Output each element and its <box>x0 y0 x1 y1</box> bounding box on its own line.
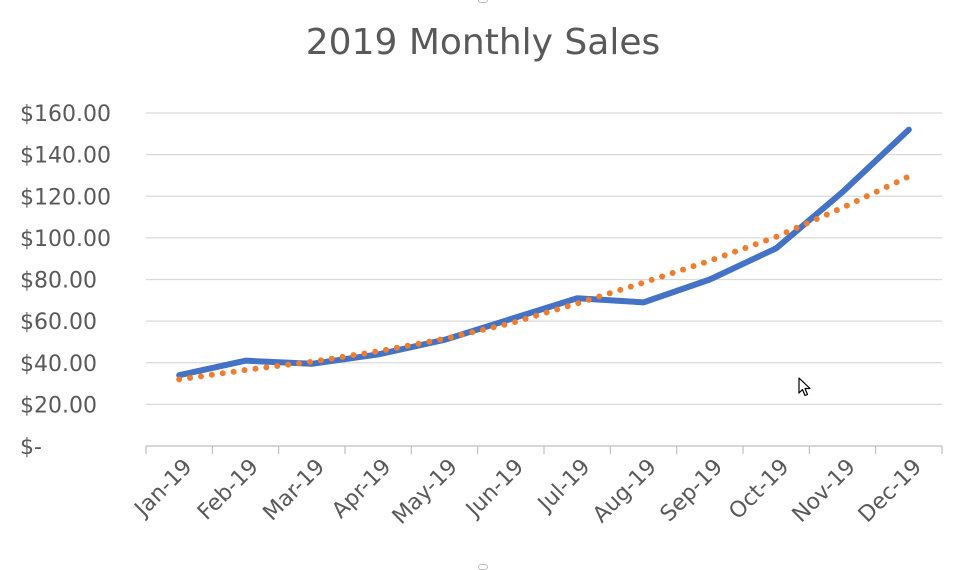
y-tick-label: $120.00 <box>20 185 111 210</box>
x-tick-label: Dec-19 <box>854 455 927 528</box>
y-tick-label: $100.00 <box>20 227 111 252</box>
selection-handle-bottom[interactable] <box>478 564 488 570</box>
x-tick-label: Sep-19 <box>656 455 728 527</box>
series-lines <box>176 126 912 383</box>
x-tick-label: Apr-19 <box>327 455 396 524</box>
x-tick-label: May-19 <box>388 455 463 530</box>
mouse-pointer-icon <box>798 377 811 397</box>
x-tick-label: Jan-19 <box>129 455 197 523</box>
x-tick-label: Feb-19 <box>193 455 264 526</box>
y-axis-tick-labels: $- $20.00 $40.00 $60.00 $80.00 $100.00 $120.00… <box>20 102 111 460</box>
trendline-series <box>176 173 912 383</box>
y-tick-label: $- <box>20 435 42 460</box>
y-tick-label: $60.00 <box>20 310 97 335</box>
x-tick-label: Jun-19 <box>460 455 529 524</box>
chart-title: 2019 Monthly Sales <box>305 22 661 63</box>
x-tick-label: Aug-19 <box>588 455 661 528</box>
x-axis <box>145 445 943 454</box>
y-tick-label: $140.00 <box>20 144 111 169</box>
y-tick-label: $40.00 <box>20 352 97 377</box>
sales-series-line <box>176 126 912 379</box>
x-tick-label: Nov-19 <box>788 455 861 528</box>
x-tick-label: Mar-19 <box>259 455 330 526</box>
x-tick-label: Jul-19 <box>532 455 595 518</box>
selection-handle-top[interactable] <box>478 0 488 3</box>
y-tick-label: $20.00 <box>20 393 97 418</box>
y-tick-label: $80.00 <box>20 269 97 294</box>
x-tick-label: Oct-19 <box>724 455 794 525</box>
y-tick-label: $160.00 <box>20 102 111 127</box>
